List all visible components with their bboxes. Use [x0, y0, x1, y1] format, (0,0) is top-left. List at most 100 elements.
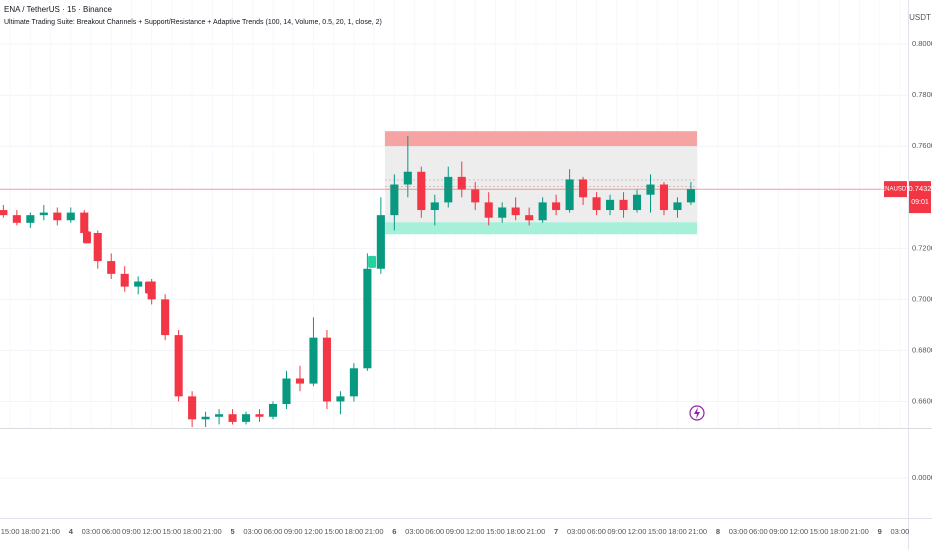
- currency: USDT: [909, 13, 931, 22]
- x-tick-label: 21:00: [365, 527, 384, 536]
- candle-body: [363, 268, 372, 369]
- x-tick-label: 18:00: [506, 527, 525, 536]
- candle-body: [107, 261, 116, 274]
- x-tick-label: 03:00: [82, 527, 101, 536]
- candle-body: [457, 176, 466, 190]
- candle-body: [134, 281, 143, 287]
- candle-body: [525, 215, 534, 221]
- x-tick-label: 9: [878, 527, 882, 536]
- candle-body: [606, 199, 615, 211]
- x-tick-label: 12:00: [628, 527, 647, 536]
- x-tick-label: 21:00: [41, 527, 60, 536]
- x-tick-label: 06:00: [425, 527, 444, 536]
- x-tick-label: 21:00: [527, 527, 546, 536]
- candle-body: [430, 202, 439, 211]
- candle-body: [228, 414, 237, 422]
- x-tick-label: 03:00: [567, 527, 586, 536]
- x-tick-label: 12:00: [789, 527, 808, 536]
- x-tick-label: 18:00: [345, 527, 364, 536]
- x-tick-label: 18:00: [668, 527, 687, 536]
- countdown-label: 09:01: [911, 199, 929, 206]
- x-tick-label: 09:00: [769, 527, 788, 536]
- x-tick-label: 03:00: [729, 527, 748, 536]
- candle-body: [66, 212, 75, 221]
- x-tick-label: 15:00: [648, 527, 667, 536]
- x-tick-label: 06:00: [264, 527, 283, 536]
- signal-marker: [82, 231, 91, 244]
- candle-body: [0, 210, 8, 216]
- candle-body: [12, 215, 21, 223]
- x-tick-label: 12:00: [466, 527, 485, 536]
- candle-body: [592, 197, 601, 211]
- candle-body: [444, 176, 453, 203]
- indicator-title: Ultimate Trading Suite: Breakout Channel…: [4, 19, 382, 26]
- candle-body: [552, 202, 561, 211]
- candle-body: [619, 199, 628, 211]
- candle-body: [268, 404, 278, 417]
- lightning-icon[interactable]: [689, 405, 705, 421]
- candle-body: [93, 233, 102, 262]
- candle-body: [309, 337, 318, 384]
- price-label: 0.7432: [909, 184, 932, 193]
- x-tick-label: 18:00: [183, 527, 202, 536]
- candle-body: [53, 212, 62, 221]
- candle-body: [403, 171, 412, 185]
- y-tick-label: 0.0000: [912, 473, 932, 482]
- x-tick-label: 18:00: [830, 527, 849, 536]
- zone: [384, 222, 698, 235]
- x-tick-label: 21:00: [688, 527, 707, 536]
- candle-body: [390, 184, 399, 216]
- x-tick-label: 09:00: [607, 527, 626, 536]
- plot: [0, 43, 908, 479]
- candle-body: [632, 194, 642, 211]
- x-tick-label: 18:00: [21, 527, 40, 536]
- x-tick-label: 7: [554, 527, 558, 536]
- candle-body: [174, 335, 183, 397]
- x-tick-label: 03:00: [891, 527, 910, 536]
- symbol-label-bg: [884, 181, 907, 198]
- x-tick-label: 21:00: [850, 527, 869, 536]
- candle-body: [417, 171, 426, 211]
- candle-body: [201, 416, 210, 420]
- x-tick-label: 12:00: [304, 527, 323, 536]
- x-tick-label: 5: [230, 527, 234, 536]
- candle-body: [484, 202, 493, 218]
- x-tick-label: 6: [392, 527, 396, 536]
- x-tick-label: 06:00: [102, 527, 121, 536]
- x-tick-label: 06:00: [749, 527, 768, 536]
- candle-body: [471, 189, 480, 203]
- candle-body: [336, 396, 345, 402]
- x-tick-label: 15:00: [486, 527, 505, 536]
- candle-body: [349, 368, 358, 397]
- candle-body: [511, 207, 520, 216]
- candle-body: [39, 212, 48, 216]
- candle-body: [322, 337, 331, 402]
- price-label-bg: [909, 181, 931, 214]
- candle-body: [255, 414, 264, 417]
- signal-marker: [144, 281, 153, 294]
- candle-body: [80, 212, 89, 234]
- candle-body: [498, 207, 507, 218]
- symbol-title: ENA / TetherUS · 15 · Binance: [4, 5, 112, 14]
- symbol-label: ENAUSDT: [881, 187, 910, 193]
- x-tick-label: 06:00: [587, 527, 606, 536]
- candle-body: [282, 378, 291, 405]
- candle-body: [686, 189, 695, 203]
- candle-body: [538, 202, 547, 221]
- candle-body: [376, 215, 385, 269]
- candle-body: [26, 215, 35, 223]
- x-tick-label: 12:00: [142, 527, 161, 536]
- x-tick-label: 09:00: [446, 527, 465, 536]
- x-tick-label: 15:00: [1, 527, 20, 536]
- zone: [384, 131, 698, 147]
- candle-body: [579, 179, 588, 198]
